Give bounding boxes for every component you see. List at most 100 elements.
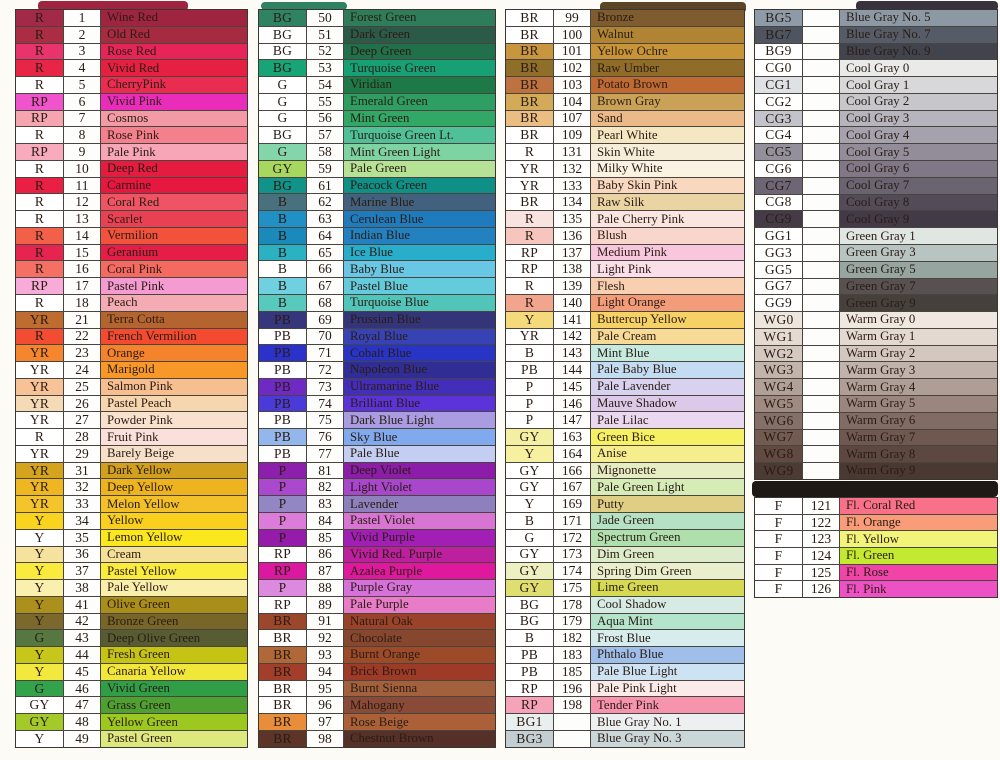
number-cell: 12 bbox=[64, 194, 101, 211]
name-cell: Warm Gray 7 bbox=[840, 429, 997, 446]
swatch-row: RP 6 Vivid Pink bbox=[16, 93, 247, 111]
code-cell: G bbox=[16, 630, 64, 647]
code-cell: Y bbox=[16, 563, 64, 580]
number-cell: 38 bbox=[64, 580, 101, 596]
swatch-row: RP 137 Medium Pink bbox=[506, 244, 744, 262]
paint-smear-col4-top bbox=[856, 1, 998, 11]
name-cell: Mahogany bbox=[344, 697, 495, 714]
name-cell: Deep Violet bbox=[344, 462, 495, 479]
number-cell: 167 bbox=[554, 479, 591, 496]
name-cell: Cosmos bbox=[101, 110, 247, 127]
name-cell: French Vermilion bbox=[101, 328, 247, 345]
paint-smear-col3-top bbox=[600, 2, 746, 13]
code-cell: BR bbox=[259, 680, 307, 697]
name-cell: Green Gray 9 bbox=[840, 295, 997, 312]
code-cell: RP bbox=[506, 244, 554, 261]
number-cell: 29 bbox=[64, 445, 101, 462]
swatch-row: P 147 Pale Lilac bbox=[506, 412, 744, 430]
number-cell: 99 bbox=[554, 10, 591, 26]
swatch-row: R 16 Coral Pink bbox=[16, 261, 247, 279]
number-cell: 7 bbox=[64, 110, 101, 127]
name-cell: Cool Gray 1 bbox=[840, 77, 997, 93]
number-cell: 18 bbox=[64, 295, 101, 311]
swatch-row: R 4 Vivid Red bbox=[16, 60, 247, 78]
number-cell: 144 bbox=[554, 362, 591, 378]
code-cell: R bbox=[16, 77, 64, 93]
code-cell: PB bbox=[259, 345, 307, 362]
swatch-row: WG5 Warm Gray 5 bbox=[755, 395, 997, 413]
swatch-row: R 22 French Vermilion bbox=[16, 328, 247, 346]
number-cell: 109 bbox=[554, 127, 591, 144]
swatch-row: R 8 Rose Pink bbox=[16, 127, 247, 145]
number-cell: 26 bbox=[64, 395, 101, 412]
name-cell: Orange bbox=[101, 345, 247, 362]
swatch-row: B 66 Baby Blue bbox=[259, 261, 495, 279]
name-cell: Spectrum Green bbox=[591, 529, 744, 546]
name-cell: Warm Gray 1 bbox=[840, 328, 997, 345]
swatch-row: BG 57 Turquoise Green Lt. bbox=[259, 127, 495, 145]
paint-smear-col2-top bbox=[261, 2, 347, 10]
name-cell: Warm Gray 3 bbox=[840, 362, 997, 379]
swatch-row: RP 9 Pale Pink bbox=[16, 144, 247, 161]
swatch-row: GY 48 Yellow Green bbox=[16, 714, 247, 731]
swatch-row: GY 163 Green Bice bbox=[506, 429, 744, 446]
swatch-row: R 28 Fruit Pink bbox=[16, 429, 247, 446]
name-cell: Pale Purple bbox=[344, 596, 495, 613]
code-cell: B bbox=[259, 211, 307, 227]
code-cell: R bbox=[16, 211, 64, 227]
name-cell: Spring Dim Green bbox=[591, 563, 744, 580]
number-cell: 22 bbox=[64, 328, 101, 345]
code-cell: P bbox=[259, 496, 307, 512]
swatch-row: GY 47 Grass Green bbox=[16, 697, 247, 715]
swatch-row: B 67 Pastel Blue bbox=[259, 278, 495, 296]
number-cell: 178 bbox=[554, 596, 591, 613]
code-cell: B bbox=[259, 227, 307, 244]
number-cell: 43 bbox=[64, 630, 101, 647]
number-cell: 21 bbox=[64, 311, 101, 328]
number-cell: 31 bbox=[64, 462, 101, 479]
code-cell: CG4 bbox=[755, 127, 803, 144]
code-cell: PB bbox=[506, 663, 554, 680]
number-cell: 74 bbox=[307, 395, 344, 412]
name-cell: Melon Yellow bbox=[101, 496, 247, 512]
name-cell: Baby Blue bbox=[344, 261, 495, 278]
code-cell: BG3 bbox=[506, 730, 554, 747]
number-cell: 93 bbox=[307, 647, 344, 663]
swatch-row: WG1 Warm Gray 1 bbox=[755, 328, 997, 346]
name-cell: Napoleon Blue bbox=[344, 362, 495, 378]
name-cell: Warm Gray 8 bbox=[840, 446, 997, 463]
name-cell: Fl. Green bbox=[840, 548, 997, 564]
number-cell: 45 bbox=[64, 663, 101, 680]
number-cell: 14 bbox=[64, 227, 101, 244]
code-cell: GY bbox=[259, 160, 307, 177]
code-cell: R bbox=[16, 328, 64, 345]
name-cell: Ultramarine Blue bbox=[344, 378, 495, 395]
number-cell: 139 bbox=[554, 278, 591, 295]
name-cell: Green Bice bbox=[591, 429, 744, 445]
swatch-row: B 63 Cerulean Blue bbox=[259, 211, 495, 228]
swatch-row: BG9 Blue Gray No. 9 bbox=[755, 43, 997, 61]
swatch-row: YR 133 Baby Skin Pink bbox=[506, 177, 744, 195]
swatch-row: R 136 Blush bbox=[506, 227, 744, 245]
number-cell: 96 bbox=[307, 697, 344, 714]
number-cell: 75 bbox=[307, 412, 344, 429]
swatch-row: F 125 Fl. Rose bbox=[755, 564, 997, 582]
name-cell: Grass Green bbox=[101, 697, 247, 714]
swatch-row: R 139 Flesh bbox=[506, 278, 744, 296]
swatch-row: B 182 Frost Blue bbox=[506, 630, 744, 648]
code-cell: YR bbox=[16, 462, 64, 479]
name-cell: Geranium bbox=[101, 244, 247, 261]
swatch-row: YR 21 Terra Cotta bbox=[16, 311, 247, 329]
number-cell: 143 bbox=[554, 345, 591, 362]
number-cell bbox=[803, 10, 840, 26]
swatch-row: B 171 Jade Green bbox=[506, 512, 744, 530]
number-cell bbox=[803, 379, 840, 395]
name-cell: Pale Yellow bbox=[101, 580, 247, 596]
swatch-row: CG5 Cool Gray 5 bbox=[755, 144, 997, 162]
name-cell: Aqua Mint bbox=[591, 613, 744, 630]
number-cell: 72 bbox=[307, 362, 344, 378]
swatch-row: BG 50 Forest Green bbox=[259, 10, 495, 27]
code-cell: RP bbox=[16, 110, 64, 127]
number-cell: 25 bbox=[64, 378, 101, 395]
swatch-row: RP 87 Azalea Purple bbox=[259, 563, 495, 581]
